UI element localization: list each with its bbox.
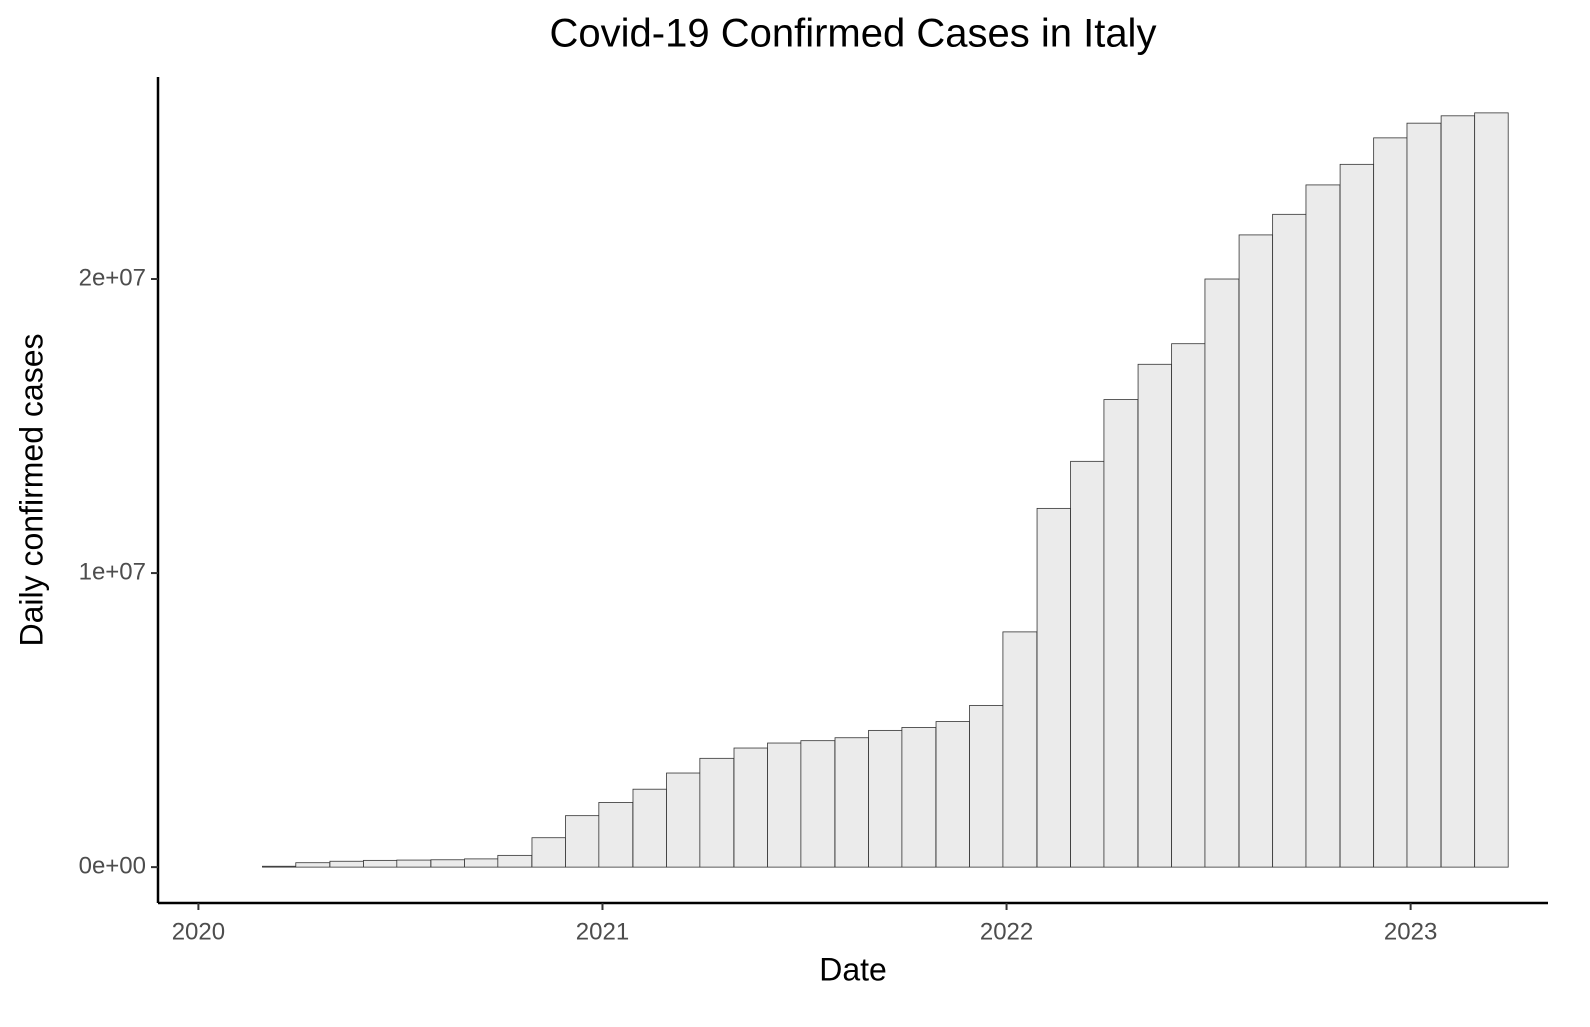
bar bbox=[430, 859, 465, 868]
x-axis-label: Date bbox=[819, 951, 887, 987]
bar bbox=[497, 854, 533, 868]
x-tick-label: 2023 bbox=[1384, 918, 1437, 945]
y-tick-label: 2e+07 bbox=[79, 264, 146, 291]
bar bbox=[531, 837, 566, 868]
bar bbox=[1339, 163, 1375, 868]
bar bbox=[1440, 115, 1476, 868]
x-tick-label: 2021 bbox=[576, 918, 629, 945]
bar bbox=[464, 858, 499, 868]
bar bbox=[868, 729, 903, 868]
bar bbox=[1373, 137, 1408, 868]
bar bbox=[1137, 363, 1173, 868]
bar bbox=[901, 727, 937, 868]
bar bbox=[1406, 122, 1442, 868]
bar bbox=[1103, 399, 1139, 868]
bar bbox=[1002, 631, 1038, 868]
bar bbox=[1305, 184, 1341, 868]
x-tick-label: 2022 bbox=[980, 918, 1033, 945]
bar bbox=[834, 737, 869, 868]
y-tick-label: 0e+00 bbox=[79, 852, 146, 879]
bar bbox=[329, 860, 364, 868]
bar bbox=[1474, 112, 1509, 868]
bar bbox=[1171, 343, 1206, 868]
bar bbox=[262, 865, 297, 868]
bar bbox=[396, 859, 432, 868]
bar bbox=[767, 742, 802, 868]
bar bbox=[800, 740, 836, 868]
bar bbox=[598, 802, 634, 868]
bar bbox=[1272, 213, 1307, 868]
bar bbox=[699, 757, 735, 868]
x-tick-label: 2020 bbox=[172, 918, 225, 945]
bar bbox=[666, 772, 701, 868]
bar bbox=[969, 704, 1004, 868]
bar bbox=[295, 862, 331, 868]
bar bbox=[935, 721, 970, 868]
bar bbox=[1036, 507, 1071, 868]
chart-title: Covid-19 Confirmed Cases in Italy bbox=[550, 12, 1157, 56]
bar bbox=[363, 859, 398, 868]
bar bbox=[1070, 460, 1105, 868]
y-axis-label: Daily confirmed cases bbox=[13, 334, 49, 647]
bar bbox=[733, 747, 768, 868]
bar bbox=[565, 815, 600, 868]
bar bbox=[1238, 234, 1274, 868]
bar bbox=[632, 788, 667, 868]
y-tick-label: 1e+07 bbox=[79, 558, 146, 585]
bar bbox=[1204, 278, 1240, 868]
